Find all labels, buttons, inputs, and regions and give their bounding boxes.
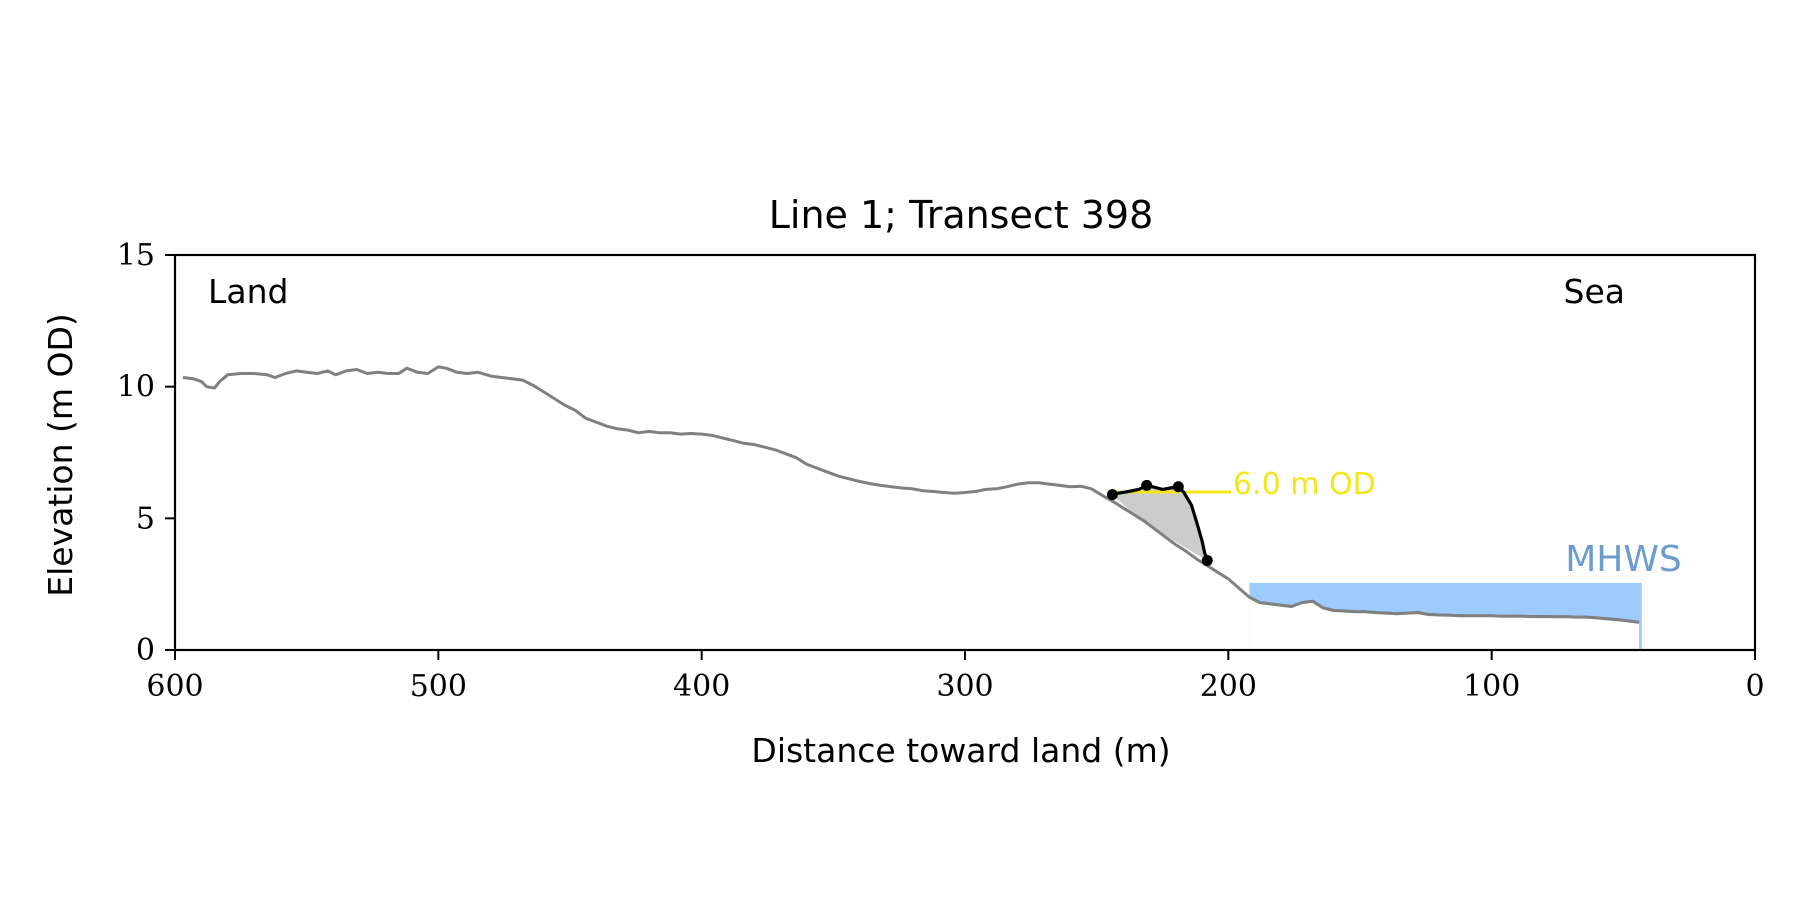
y-tick-label: 5 (136, 501, 155, 536)
x-tick-label: 100 (1463, 669, 1520, 704)
x-tick-label: 500 (410, 669, 467, 704)
cliff-point (1201, 554, 1213, 566)
threshold-label: 6.0 m OD (1233, 467, 1376, 502)
x-axis-label: Distance toward land (m) (751, 731, 1170, 770)
cliff-area (1112, 485, 1208, 561)
chart-title: Line 1; Transect 398 (769, 193, 1154, 237)
x-axis-ticks: 600 500 400 300 200 100 0 (146, 650, 1765, 704)
y-tick-label: 0 (136, 633, 155, 668)
sea-label: Sea (1564, 272, 1625, 311)
cliff-point (1106, 489, 1118, 501)
y-tick-label: 15 (117, 238, 155, 273)
land-label: Land (208, 272, 288, 311)
seabed-line (1248, 595, 1640, 624)
plot-area: 6.0 m OD MHWS (182, 365, 1682, 650)
x-tick-label: 300 (936, 669, 993, 704)
y-tick-label: 10 (117, 370, 155, 405)
cliff-point (1172, 481, 1184, 493)
mhws-label: MHWS (1565, 539, 1682, 580)
x-tick-label: 400 (673, 669, 730, 704)
x-tick-label: 0 (1745, 669, 1764, 704)
x-tick-label: 600 (146, 669, 203, 704)
seabed-fill (1249, 597, 1640, 650)
cliff-line (1112, 483, 1209, 562)
cliff-point (1141, 479, 1153, 491)
x-tick-label: 200 (1200, 669, 1257, 704)
y-axis-label: Elevation (m OD) (41, 313, 80, 597)
y-axis-ticks: 0 5 10 15 (117, 238, 175, 668)
